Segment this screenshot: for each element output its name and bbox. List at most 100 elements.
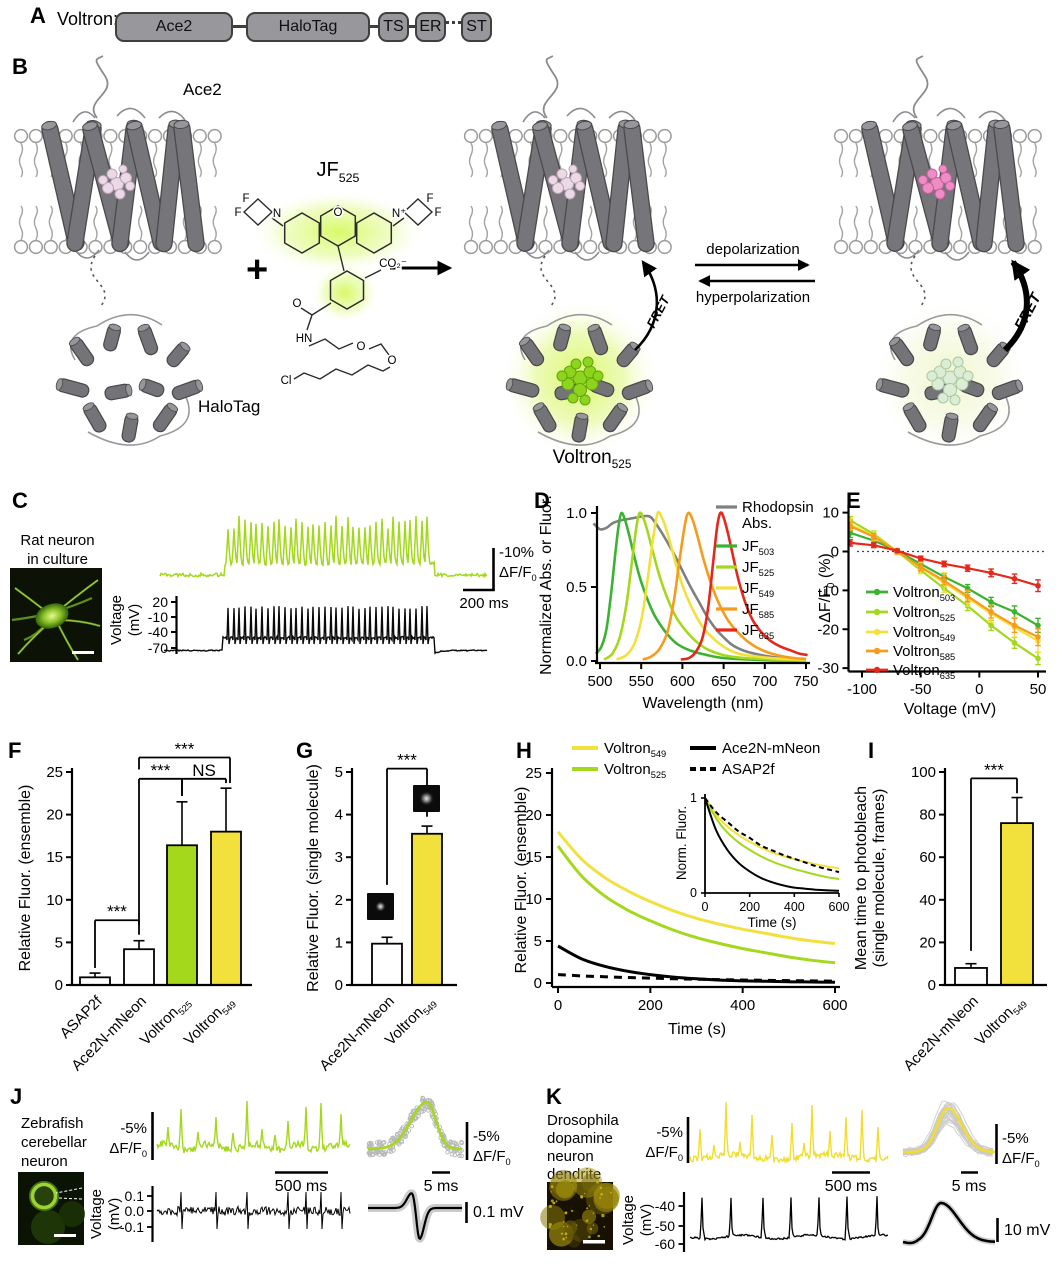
- legend-label: JF585​: [742, 601, 774, 620]
- bar-0: [79, 976, 111, 986]
- sample-line: Zebrafish: [21, 1115, 84, 1132]
- tick-label: 15: [46, 849, 63, 866]
- scale-bar: [54, 1234, 76, 1237]
- jf525-label: JF525​: [317, 159, 360, 185]
- tick-label: 0.5: [566, 579, 587, 596]
- single-trial-trace: [902, 1120, 994, 1151]
- tick-label: 20: [152, 594, 168, 610]
- fluor-scale-label: -10%: [499, 544, 534, 561]
- time-scale-label: 200 ms: [459, 595, 508, 612]
- fluor-scale-label: -5%: [473, 1128, 500, 1145]
- panel-letter-k: K: [546, 1084, 562, 1109]
- fret-arrow: [634, 260, 659, 351]
- retinal-sphere: [575, 181, 585, 191]
- category-label: Voltron549​: [972, 993, 1029, 1050]
- panel-j-canvas: -5% ΔF/F0​ 500 ms 0.10.0-0.1 Voltage(mV) -5% Δ…: [88, 1095, 524, 1243]
- tick-label: 3: [335, 849, 343, 866]
- inset-curve-3: [704, 797, 840, 874]
- structure-voltron525: FRET: [463, 55, 673, 458]
- drosophila-dendrite-micrograph: [540, 1167, 620, 1250]
- panel-d-chart: 0.0 0.5 1.0 500 550 600 650 700 750 Wavelength (n…: [538, 495, 819, 712]
- panel-letter-a: A: [30, 3, 46, 28]
- legend-label: Abs.: [742, 515, 772, 532]
- time-scale-label: 500 ms: [825, 1178, 877, 1195]
- atom-label: F: [234, 207, 241, 219]
- curve-0: [556, 830, 836, 945]
- sample-line: Drosophila: [547, 1112, 619, 1129]
- atom-label: HN: [296, 333, 313, 345]
- retinal-sphere: [922, 182, 934, 194]
- tick-label: 100: [911, 764, 936, 781]
- dye-sphere: [582, 356, 594, 368]
- atom-label: F: [242, 193, 249, 205]
- domain-box-ace2: Ace2: [115, 12, 233, 42]
- tick-label: -50: [655, 1218, 675, 1234]
- panel-e-chart: 10 0 -10 -20 -30 -100 -50 0 50 Voltage (mV) ΔF/F0​…: [817, 505, 1046, 718]
- domain-label: ST: [466, 18, 487, 35]
- legend-label: Voltron549​: [893, 624, 955, 643]
- tick-label: 200: [739, 900, 760, 914]
- atom-label: N: [273, 208, 281, 220]
- significance-label: NS: [192, 761, 216, 780]
- dye-sphere: [940, 358, 952, 370]
- atom-label: N⁺: [392, 208, 406, 220]
- tick-label: 10: [822, 505, 839, 522]
- retinal-sphere: [118, 164, 128, 174]
- linker-dashed: [910, 255, 926, 307]
- legend-label: Rhodopsin: [742, 499, 814, 516]
- atom-label: CO₂⁻: [379, 258, 407, 270]
- domain-connector: [370, 25, 378, 28]
- tick-label: 200: [638, 997, 663, 1014]
- atom-label: O: [357, 341, 366, 353]
- tick-label: -0.1: [120, 1219, 144, 1235]
- dye-sphere: [943, 383, 957, 397]
- legend-label: JF635​: [742, 622, 774, 641]
- atom-label: F: [434, 207, 441, 219]
- tick-label: 1.0: [566, 505, 587, 522]
- tick-label: -10: [817, 582, 839, 599]
- tick-label: 5: [55, 934, 63, 951]
- fluor-scale-label: -5%: [120, 1120, 147, 1137]
- tick-label: -70: [148, 640, 168, 656]
- panel-letter-f: F: [8, 738, 22, 763]
- fluorescence-trace: [156, 1100, 351, 1154]
- legend-label: JF525​: [742, 559, 774, 578]
- x-axis-label: Time (s): [668, 1021, 726, 1038]
- retinal-sphere: [934, 188, 946, 200]
- fluor-scale-label: ΔF/F0​: [645, 1144, 683, 1163]
- tick-label: 0.0: [566, 653, 587, 670]
- atom-label: F: [426, 193, 433, 205]
- atom-label: O: [334, 207, 343, 219]
- dye-sphere: [556, 370, 568, 382]
- tick-label: 0: [690, 886, 697, 900]
- significance-label: ***: [151, 761, 171, 780]
- bar-1: [1000, 822, 1034, 986]
- tick-label: 25: [525, 765, 542, 782]
- hyperpolarization-label: hyperpolarization: [696, 289, 810, 306]
- fluor-scale-label: ΔF/F0​: [1002, 1150, 1040, 1169]
- curve-2: [557, 944, 836, 984]
- tick-label: 20: [525, 807, 542, 824]
- retinal-sphere: [125, 181, 135, 191]
- retinal-sphere: [938, 164, 948, 174]
- retinal-sphere: [918, 175, 928, 185]
- y-axis-label: Relative Fluor. (ensemble): [17, 785, 34, 972]
- spectrum-1: [594, 511, 807, 663]
- dye-sphere: [937, 392, 949, 404]
- domain-box-halotag: HaloTag: [246, 12, 370, 42]
- voltage-axis-label: (mV): [638, 1204, 655, 1237]
- linker-dashed: [90, 255, 106, 307]
- tick-label: 0: [702, 900, 709, 914]
- scale-bar: [72, 651, 94, 654]
- atom-label: O: [388, 355, 397, 367]
- x-axis-label: Wavelength (nm): [642, 695, 763, 712]
- linker-dashed: [540, 255, 556, 307]
- spectrum-5: [680, 511, 808, 661]
- legend-label: Voltron525​: [604, 761, 666, 780]
- voltage-axis-label: Voltage: [88, 1189, 105, 1239]
- fret-arrow: [1002, 259, 1031, 353]
- domain-box-er: ER: [415, 12, 446, 42]
- panel-letter-h: H: [516, 738, 532, 763]
- legend-label: Voltron503​: [893, 584, 955, 603]
